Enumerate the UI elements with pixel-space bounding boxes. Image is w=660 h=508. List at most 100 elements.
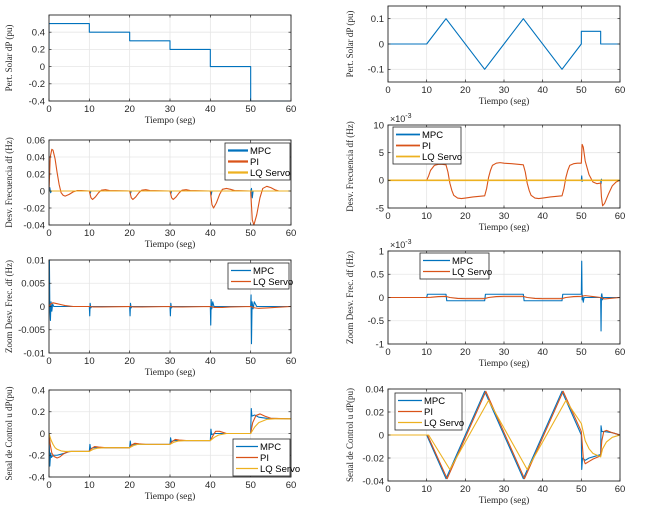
legend-label-pi: PI [260, 453, 269, 464]
y-tick-label: 0.005 [21, 279, 45, 290]
x-tick-label: 40 [205, 356, 216, 367]
y-axis-label: Desv. Frecuencia df (Hz) [345, 121, 355, 211]
x-tick-label: 0 [46, 356, 51, 367]
x-tick-label: 60 [615, 347, 626, 358]
x-tick-label: 30 [165, 228, 176, 239]
x-tick-label: 60 [286, 480, 297, 491]
x-axis-label: Tiempo (seg) [479, 96, 530, 107]
y-tick-label: -0.1 [368, 65, 384, 76]
legend-label-lq-servo: LQ Servo [422, 152, 462, 163]
x-tick-label: 20 [124, 356, 135, 367]
y-tick-label: -0.2 [29, 451, 45, 462]
y-axis-label: Zoom Desv. Frec. df (Hz) [345, 251, 355, 344]
y-tick-label: 0 [379, 39, 384, 50]
chart-p5: 0 10 20 30 40 50 60 -0.01 -0.005 0 0.005 0.01 Tiempo… [4, 255, 296, 378]
x-tick-label: 10 [421, 347, 432, 358]
y-tick-label: -0.01 [23, 348, 45, 359]
y-tick-label: 0 [40, 62, 45, 73]
legend-box [232, 438, 291, 477]
x-tick-label: 30 [499, 347, 510, 358]
x-tick-label: 0 [385, 211, 390, 222]
legend-box [227, 262, 290, 290]
y-tick-label: 0 [40, 186, 45, 197]
x-axis-label: Tiempo (seg) [145, 239, 196, 250]
legend-label-mpc: MPC [250, 146, 271, 157]
y-tick-label: -5 [376, 203, 384, 214]
y-axis-label: Zoom Desv. Frec. df (Hz) [4, 260, 14, 353]
x-tick-label: 10 [84, 480, 95, 491]
x-tick-label: 20 [124, 228, 135, 239]
x-tick-label: 0 [385, 347, 390, 358]
x-axis-label: Tiempo (seg) [145, 491, 196, 502]
legend-box [419, 252, 490, 280]
y-tick-label: -0.02 [362, 453, 384, 464]
series-group [49, 23, 291, 102]
legend-label-pi: PI [250, 157, 259, 168]
x-tick-label: 10 [84, 104, 95, 115]
x-tick-label: 20 [460, 347, 471, 358]
y-tick-label: 5 [379, 148, 384, 159]
y-axis-label: Senal de Control u dP(pu) [4, 387, 14, 481]
series-group [49, 148, 291, 226]
legend-label-pi: PI [422, 141, 431, 152]
x-tick-label: 20 [460, 85, 471, 96]
y-axis-label: Senal de Control u dP(pu) [345, 388, 355, 482]
y-tick-label: 0 [379, 293, 384, 304]
y-tick-label: -1 [376, 339, 384, 350]
x-tick-label: 40 [205, 480, 216, 491]
legend-label-pi: PI [424, 407, 433, 418]
x-tick-label: 50 [245, 228, 256, 239]
legend-label-lq-servo: LQ Servo [452, 267, 492, 278]
y-tick-label: 0.2 [32, 45, 45, 56]
x-tick-label: 20 [460, 211, 471, 222]
series-line-mpc [388, 260, 620, 332]
series-line-lq-servo [49, 302, 291, 309]
x-tick-label: 30 [165, 356, 176, 367]
chart-p3: 0 10 20 30 40 50 60 -0.04 -0.02 0 0.02 0.04 0.06 Tiem… [4, 135, 296, 250]
legend-label-lq-servo: LQ Servo [250, 168, 290, 179]
chart-p8: 0 10 20 30 40 50 60 -0.04 -0.02 0 0.02 0.04 Tiempo (… [345, 384, 625, 506]
y-tick-label: -0.4 [29, 472, 45, 483]
x-tick-label: 50 [576, 211, 587, 222]
y-tick-label: -0.005 [18, 325, 45, 336]
series-group [388, 18, 620, 70]
x-tick-label: 50 [245, 104, 256, 115]
y-axis-label: Pert. Solar dP (pu) [345, 11, 355, 78]
series-line-lq-servo [49, 418, 291, 452]
x-tick-label: 40 [205, 228, 216, 239]
x-tick-label: 10 [84, 356, 95, 367]
y-axis-label: Pert. Solar dP (pu) [4, 25, 14, 92]
y-exponent-label: ×10-3 [390, 113, 412, 124]
y-tick-label: 0.06 [27, 135, 46, 146]
chart-p1: 0 10 20 30 40 50 60 -0.4 -0.2 0 0.2 0.4 Tiempo (seg)… [4, 14, 296, 126]
y-tick-label: 0 [379, 430, 384, 441]
x-tick-label: 40 [537, 85, 548, 96]
x-tick-label: 0 [385, 484, 390, 495]
x-tick-label: 40 [537, 484, 548, 495]
series-group [388, 390, 620, 480]
series-line-dp [388, 18, 620, 70]
series-line-mpc [388, 390, 620, 480]
y-tick-label: 0.4 [32, 28, 45, 39]
x-tick-label: 60 [615, 484, 626, 495]
y-tick-label: 0.02 [366, 407, 385, 418]
legend-label-lq-servo: LQ Servo [253, 277, 293, 288]
series-line-pi [49, 148, 291, 226]
legend-label-lq-servo: LQ Servo [424, 418, 464, 429]
y-tick-label: 0.02 [27, 169, 46, 180]
series-line-dp [49, 23, 291, 102]
y-tick-label: 10 [373, 120, 384, 131]
y-tick-label: 0.04 [366, 384, 385, 395]
x-tick-label: 10 [421, 484, 432, 495]
x-tick-label: 60 [286, 356, 297, 367]
x-tick-label: 20 [124, 480, 135, 491]
x-tick-label: 0 [46, 480, 51, 491]
x-tick-label: 60 [615, 85, 626, 96]
legend-label-mpc: MPC [253, 266, 274, 277]
